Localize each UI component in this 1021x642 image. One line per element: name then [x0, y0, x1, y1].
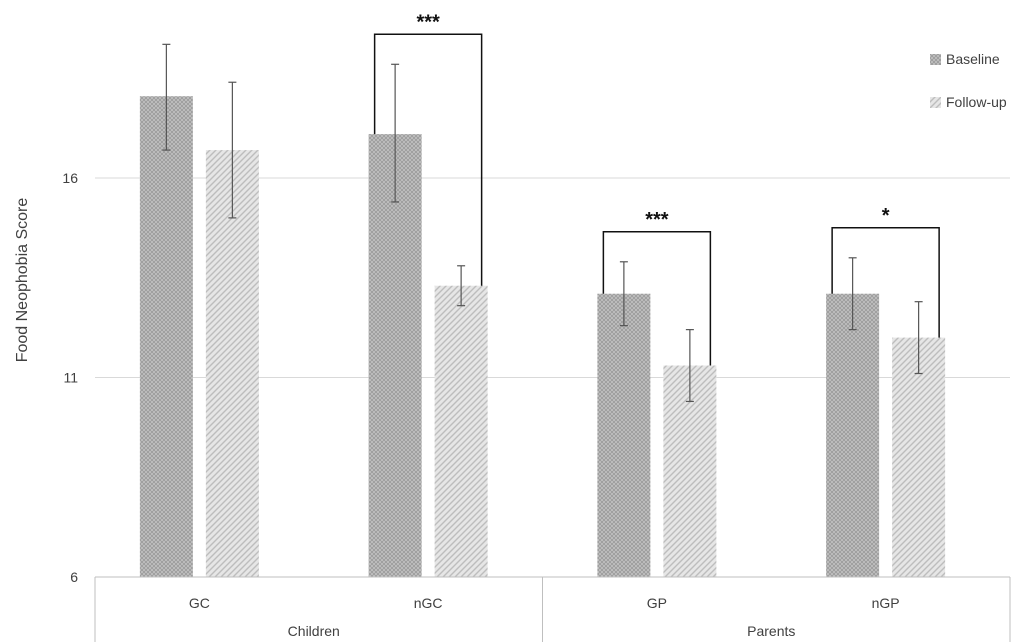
bar-baseline-gc: [139, 96, 193, 577]
significance-bracket: [602, 231, 712, 366]
category-labels: GC nGC GP nGP: [189, 595, 900, 611]
error-bars: [162, 43, 923, 403]
group-label: Children: [288, 623, 340, 639]
significance-label: ***: [416, 11, 440, 33]
bar-baseline-ngc: [368, 134, 422, 578]
legend-swatch-follow-up: [930, 97, 941, 108]
bar-baseline-gp: [597, 293, 651, 577]
legend-label-follow-up: Follow-up: [946, 94, 1007, 110]
bar-follow-up-ngp: [892, 337, 946, 577]
axes: [94, 576, 1011, 642]
legend-swatch-baseline: [930, 54, 941, 65]
significance-brackets: ****** *: [373, 11, 940, 366]
bars: [139, 96, 946, 578]
group-label: Parents: [747, 623, 795, 639]
group-labels: Children Parents: [288, 623, 796, 639]
y-tick-labels: 6 11 16: [62, 170, 78, 585]
legend-label-baseline: Baseline: [946, 51, 1000, 67]
category-label: GP: [647, 595, 667, 611]
legend: Baseline Follow-up: [930, 51, 1007, 110]
bar-follow-up-gc: [205, 150, 259, 577]
bar-baseline-ngp: [826, 293, 880, 577]
y-tick-label: 16: [62, 170, 78, 186]
category-label: nGC: [414, 595, 443, 611]
y-axis-label: Food Neophobia Score: [14, 198, 31, 363]
y-tick-label: 11: [63, 370, 78, 386]
significance-label: *: [882, 205, 890, 227]
significance-bracket: [373, 33, 483, 286]
category-label: GC: [189, 595, 210, 611]
category-label: nGP: [872, 595, 900, 611]
significance-bracket: [831, 227, 940, 338]
y-tick-label: 6: [70, 569, 78, 585]
significance-label: ***: [645, 209, 669, 231]
bar-follow-up-ngc: [434, 285, 488, 577]
